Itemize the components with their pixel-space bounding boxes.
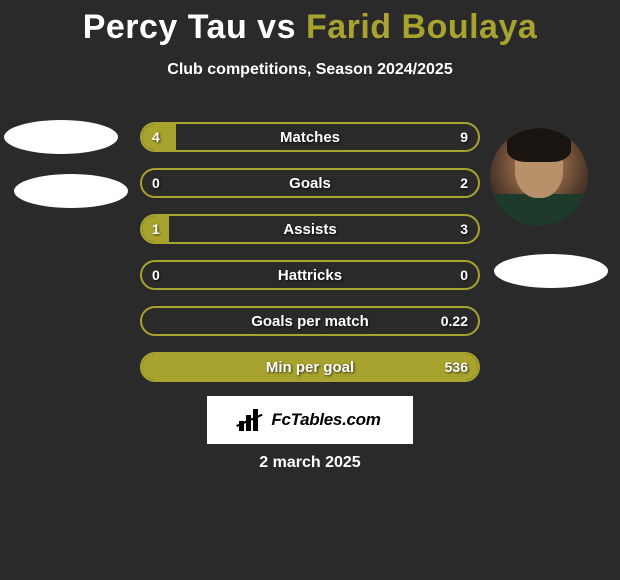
stat-label: Min per goal bbox=[142, 354, 478, 380]
player1-avatar-placeholder-1 bbox=[4, 120, 118, 154]
stats-bars: 49Matches 02Goals 13Assists 00Hattricks 0.22… bbox=[140, 122, 480, 398]
stat-label: Goals per match bbox=[142, 308, 478, 334]
comparison-title: Percy Tau vs Farid Boulaya bbox=[0, 0, 620, 47]
branding-text: FcTables.com bbox=[271, 410, 380, 430]
stat-label: Assists bbox=[142, 216, 478, 242]
stat-label: Matches bbox=[142, 124, 478, 150]
stat-row: 0.22Goals per match bbox=[140, 306, 480, 336]
stat-row: 536Min per goal bbox=[140, 352, 480, 382]
stat-label: Hattricks bbox=[142, 262, 478, 288]
stat-row: 00Hattricks bbox=[140, 260, 480, 290]
footer-date: 2 march 2025 bbox=[0, 454, 620, 472]
subtitle: Club competitions, Season 2024/2025 bbox=[0, 61, 620, 79]
fctables-icon bbox=[239, 409, 265, 431]
player1-name: Percy Tau bbox=[83, 8, 248, 46]
stat-label: Goals bbox=[142, 170, 478, 196]
stat-row: 13Assists bbox=[140, 214, 480, 244]
player2-avatar-circle bbox=[490, 128, 588, 226]
branding-badge[interactable]: FcTables.com bbox=[207, 396, 413, 444]
player2-avatar bbox=[490, 128, 588, 226]
vs-text: vs bbox=[257, 8, 296, 46]
player2-name: Farid Boulaya bbox=[306, 8, 537, 46]
player2-flag-placeholder bbox=[494, 254, 608, 288]
stat-row: 02Goals bbox=[140, 168, 480, 198]
stat-row: 49Matches bbox=[140, 122, 480, 152]
player1-avatar-placeholder-2 bbox=[14, 174, 128, 208]
